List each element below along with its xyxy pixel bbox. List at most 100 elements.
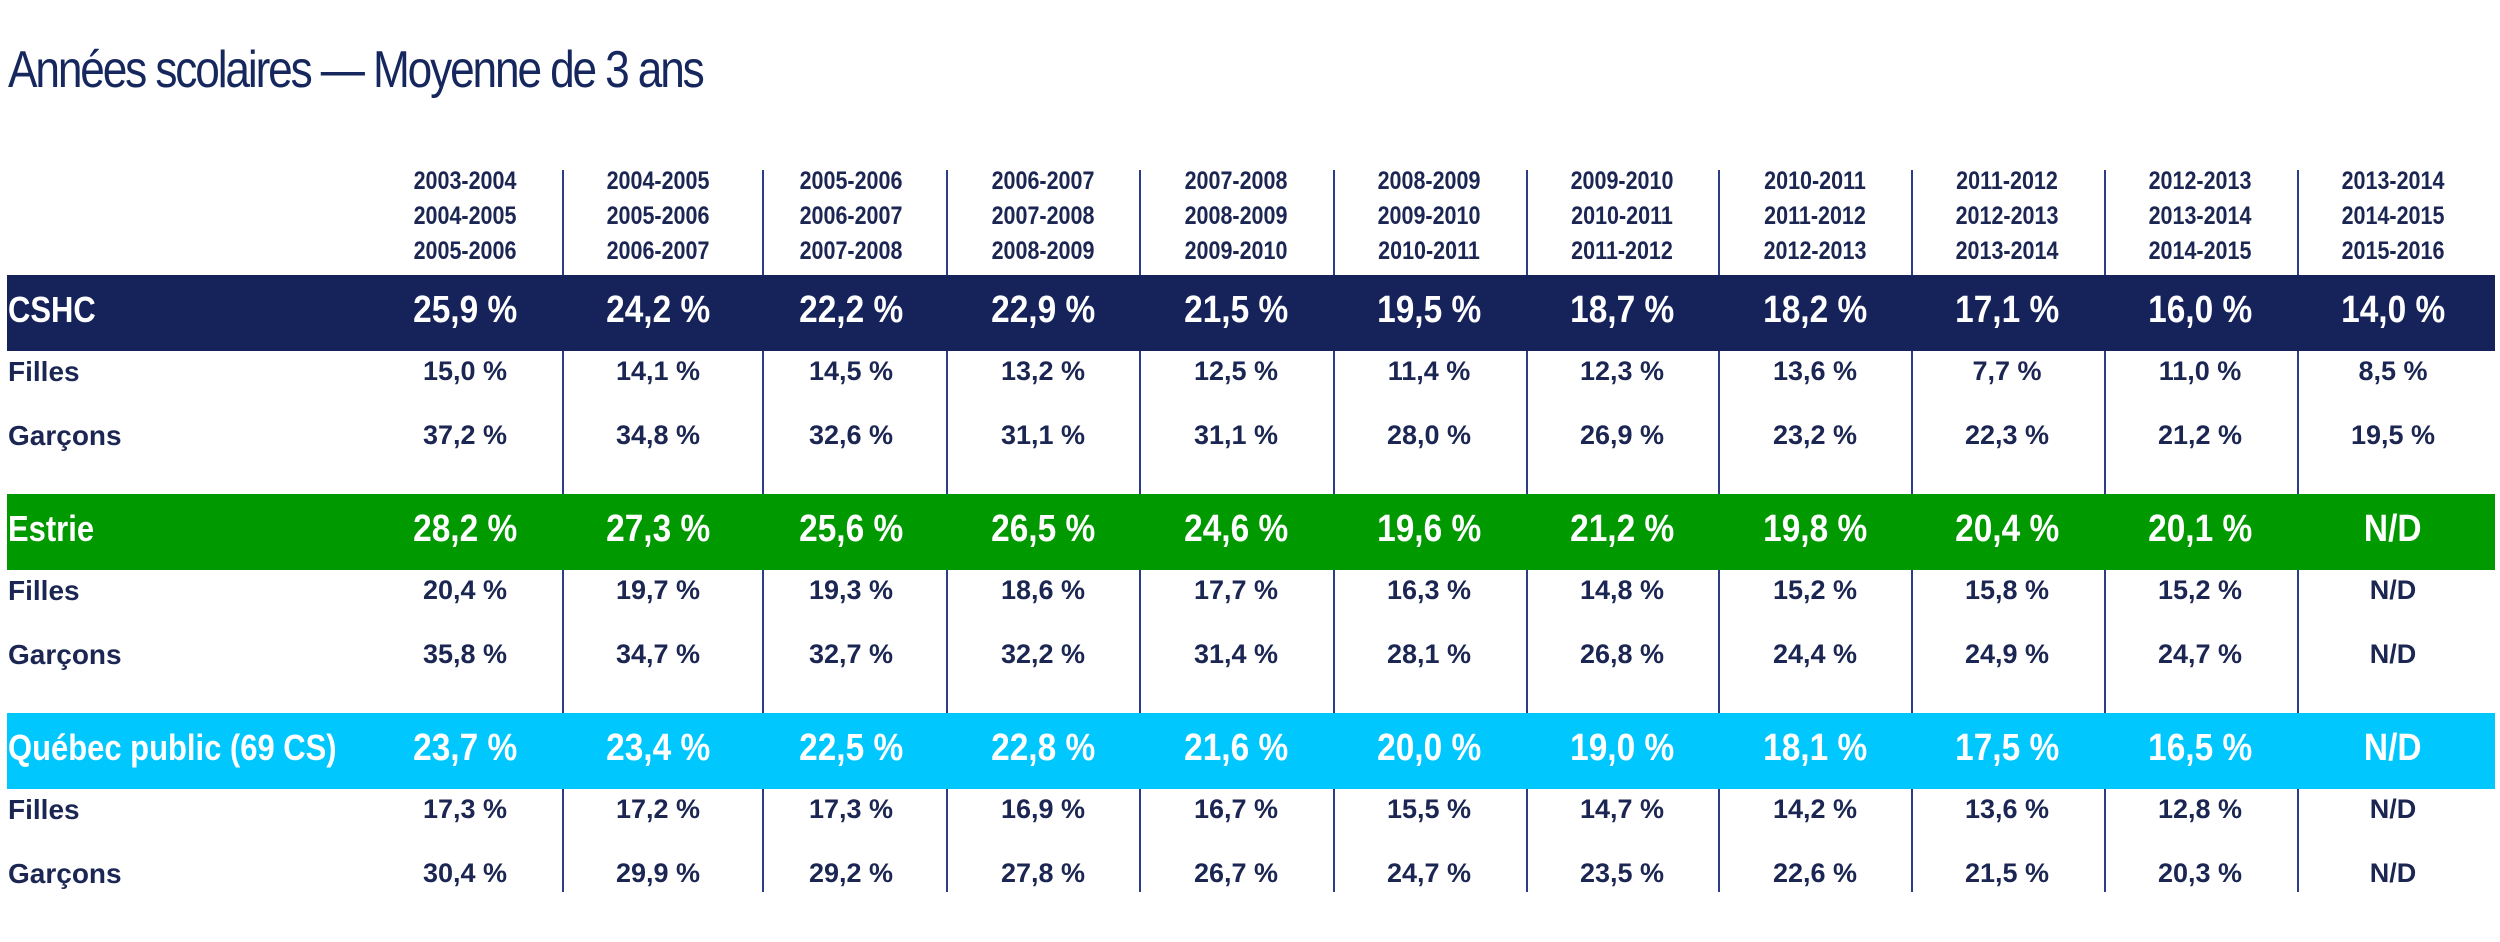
column-header-year: 2003-2004 [413, 167, 517, 195]
subrow-value: 29,9 % [615, 858, 701, 888]
group-value-cell: 21,2 % [1527, 508, 1717, 551]
subrow-value: 32,6 % [808, 420, 894, 450]
subrow-value: 24,9 % [1964, 639, 2050, 669]
column-header-year: 2011-2012 [1571, 237, 1673, 265]
group-value-cell: 27,3 % [563, 508, 753, 551]
column-header-year: 2012-2013 [1763, 237, 1867, 265]
subrow-value: 15,8 % [1964, 575, 2050, 605]
column-header-year: 2006-2007 [606, 237, 710, 265]
group-value: 26,5 % [990, 508, 1096, 550]
subrow-value: 26,8 % [1579, 639, 1665, 669]
column-header-year: 2013-2014 [2148, 202, 2252, 230]
column-header-year: 2009-2010 [1377, 202, 1481, 230]
subrow-label: Filles [8, 356, 80, 387]
subrow-value: 34,8 % [615, 420, 701, 450]
group-value-cell: 14,0 % [2298, 289, 2488, 332]
subrow-value: 17,3 % [422, 794, 508, 824]
subrow-value: 21,5 % [1964, 858, 2050, 888]
subrow-value: 24,7 % [1386, 858, 1472, 888]
subrow-value: 14,5 % [808, 356, 894, 386]
group-value-cell: 25,9 % [370, 289, 560, 332]
group-value: 17,5 % [1954, 727, 2060, 769]
group-value: 20,4 % [1954, 508, 2060, 550]
group-value: 21,2 % [1569, 508, 1675, 550]
subrow-value: 17,3 % [808, 794, 894, 824]
subrow-value: 14,1 % [615, 356, 701, 386]
column-header-year: 2008-2009 [991, 237, 1095, 265]
column-header-year: 2011-2012 [1764, 202, 1866, 230]
group-value-cell: 19,6 % [1334, 508, 1524, 551]
group-value-cell: 22,9 % [948, 289, 1138, 332]
subrow-value: N/D [2369, 575, 2417, 605]
column-header: 2011-2012 2012-2013 2013-2014 [1912, 164, 2102, 269]
group-value-cell: 17,5 % [1912, 727, 2102, 770]
subrow-label: Garçons [8, 420, 122, 451]
group-label: Québec public (69 CS) [8, 727, 337, 768]
column-header-year: 2007-2008 [799, 237, 903, 265]
group-value: 14,0 % [2340, 289, 2446, 331]
subrow-value: N/D [2369, 794, 2417, 824]
column-header-year: 2010-2011 [1764, 167, 1866, 195]
column-header-year: 2014-2015 [2341, 202, 2445, 230]
group-value-cell: 19,5 % [1334, 289, 1524, 332]
group-value-cell: 16,5 % [2105, 727, 2295, 770]
subrow-value: 17,7 % [1193, 575, 1279, 605]
column-header-year: 2006-2007 [799, 202, 903, 230]
subrow-value: 19,7 % [615, 575, 701, 605]
subrow-value: 20,3 % [2157, 858, 2243, 888]
subrow-value: 19,3 % [808, 575, 894, 605]
column-header-year: 2005-2006 [413, 237, 517, 265]
subrow-value: 35,8 % [422, 639, 508, 669]
subrow-value: 23,2 % [1772, 420, 1858, 450]
group-value-cell: 17,1 % [1912, 289, 2102, 332]
group-value-cell: 28,2 % [370, 508, 560, 551]
column-header-year: 2005-2006 [606, 202, 710, 230]
group-value: 19,0 % [1569, 727, 1675, 769]
column-header-year: 2008-2009 [1377, 167, 1481, 195]
column-header-year: 2010-2011 [1571, 202, 1673, 230]
group-value: 25,9 % [412, 289, 518, 331]
subrow-label: Filles [8, 575, 80, 606]
group-value-cell: N/D [2298, 727, 2488, 770]
group-value: 25,6 % [798, 508, 904, 550]
column-header-year: 2012-2013 [1955, 202, 2059, 230]
column-header: 2005-2006 2006-2007 2007-2008 [756, 164, 946, 269]
subrow-value: 15,2 % [2157, 575, 2243, 605]
group-value: 19,8 % [1762, 508, 1868, 550]
group-value: 27,3 % [605, 508, 711, 550]
group-value: 18,1 % [1762, 727, 1868, 769]
group-band [7, 275, 2495, 351]
group-value: 21,5 % [1183, 289, 1289, 331]
group-value-cell: 23,4 % [563, 727, 753, 770]
subrow-value: 28,0 % [1386, 420, 1472, 450]
group-value: N/D [2364, 508, 2422, 550]
group-value-cell: 25,6 % [756, 508, 946, 551]
group-value: 18,7 % [1569, 289, 1675, 331]
subrow-value: 11,0 % [2158, 356, 2242, 386]
column-header: 2009-2010 2010-2011 2011-2012 [1527, 164, 1717, 269]
subrow-value: 27,8 % [1000, 858, 1086, 888]
column-header: 2012-2013 2013-2014 2014-2015 [2105, 164, 2295, 269]
group-value-cell: 22,2 % [756, 289, 946, 332]
group-value: 20,1 % [2147, 508, 2253, 550]
group-value: 28,2 % [412, 508, 518, 550]
subrow-value: 30,4 % [422, 858, 508, 888]
group-value-cell: N/D [2298, 508, 2488, 551]
subrow-value: 34,7 % [615, 639, 701, 669]
group-band [7, 494, 2495, 570]
column-header-year: 2013-2014 [2341, 167, 2445, 195]
group-label: CSHC [8, 289, 96, 330]
group-value-cell: 26,5 % [948, 508, 1138, 551]
subrow-value: 31,1 % [1193, 420, 1279, 450]
subrow-value: 7,7 % [1972, 356, 2042, 386]
subrow-value: 22,3 % [1964, 420, 2050, 450]
group-value: 22,9 % [990, 289, 1096, 331]
column-header-year: 2010-2011 [1378, 237, 1480, 265]
group-value-cell: 24,2 % [563, 289, 753, 332]
group-value-cell: 16,0 % [2105, 289, 2295, 332]
subrow-value: 29,2 % [808, 858, 894, 888]
subrow-value: 12,3 % [1579, 356, 1665, 386]
column-header-year: 2012-2013 [2148, 167, 2252, 195]
group-value-cell: 22,8 % [948, 727, 1138, 770]
column-header: 2013-2014 2014-2015 2015-2016 [2298, 164, 2488, 269]
